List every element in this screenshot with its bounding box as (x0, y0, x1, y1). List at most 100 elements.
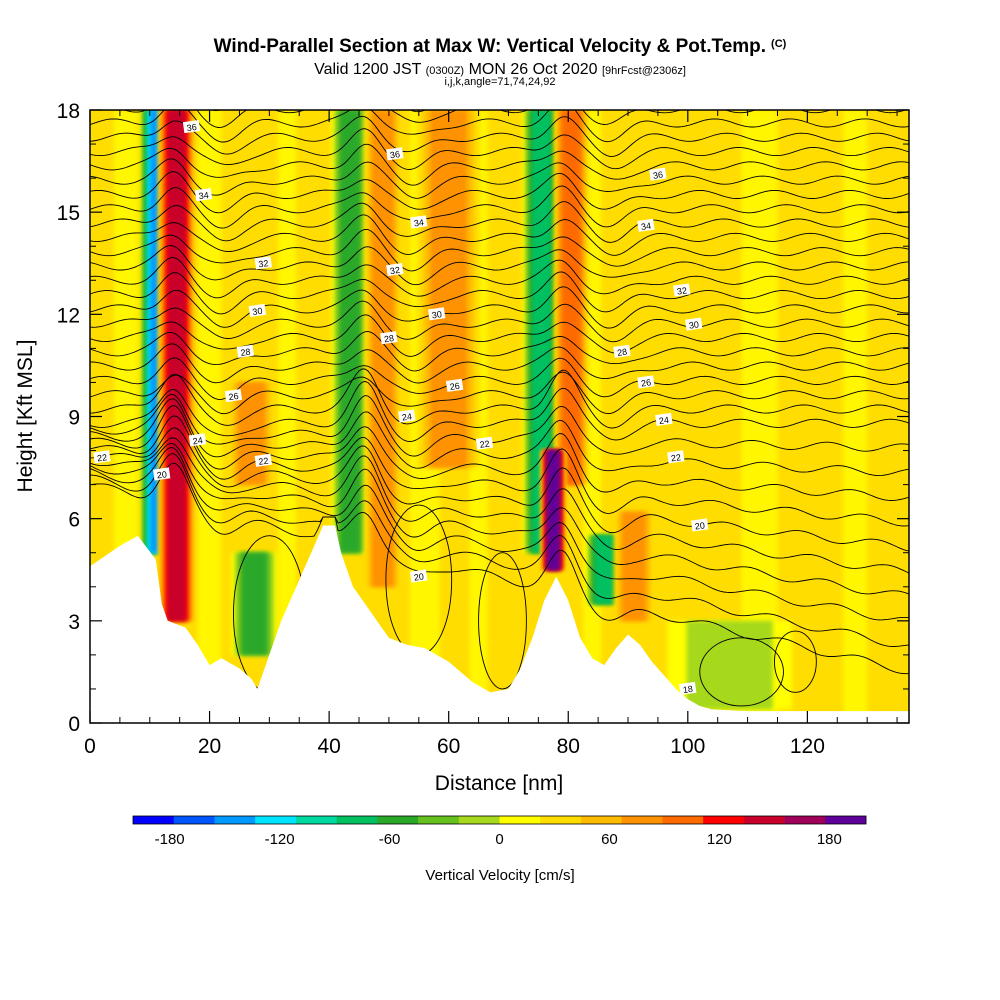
theta-isentrope (90, 380, 909, 443)
colorbar-tick-label: 120 (707, 831, 732, 848)
theta-isentrope (90, 271, 909, 315)
theta-contour-label: 20 (410, 569, 428, 583)
svg-text:28: 28 (616, 347, 627, 358)
svg-text:32: 32 (389, 265, 400, 276)
svg-text:36: 36 (389, 149, 400, 160)
terrain (90, 525, 909, 723)
svg-text:20: 20 (156, 469, 167, 480)
colorbar-tick-label: 180 (817, 831, 842, 848)
theta-contour-label: 22 (475, 436, 494, 450)
y-tick-label: 15 (57, 202, 80, 225)
theta-isentrope (90, 245, 909, 286)
svg-text:26: 26 (228, 391, 239, 402)
downdraft-core (241, 552, 267, 655)
theta-isentrope (90, 405, 909, 501)
x-tick-label: 80 (557, 735, 580, 758)
y-tick-label: 3 (68, 611, 80, 634)
colorbar-label: Vertical Velocity [cm/s] (425, 867, 574, 884)
theta-closed-contour (774, 630, 817, 693)
svg-text:32: 32 (676, 285, 687, 296)
svg-text:30: 30 (688, 319, 699, 330)
theta-isentrope (90, 214, 909, 256)
updraft-core (547, 450, 560, 570)
theta-contour-label: 36 (386, 147, 404, 160)
theta-contour-label: 30 (685, 317, 703, 331)
theta-contour-label: 34 (637, 218, 655, 232)
theta-contour-label: 36 (182, 119, 201, 133)
theta-contour-label: 28 (613, 344, 631, 358)
svg-text:22: 22 (479, 439, 490, 450)
theta-isentrope (90, 171, 909, 214)
chart-title: Wind-Parallel Section at Max W: Vertical… (213, 36, 787, 57)
svg-text:24: 24 (401, 411, 412, 422)
theta-contour-label: 30 (248, 303, 267, 317)
updraft-core (167, 110, 186, 621)
x-axis-label: Distance [nm] (435, 772, 563, 795)
colorbar-tick-label: -120 (265, 831, 295, 848)
colorbar-swatch (621, 816, 663, 824)
svg-text:34: 34 (198, 190, 209, 201)
theta-isentrope (90, 128, 909, 170)
theta-isentrope (90, 437, 909, 574)
x-tick-label: 100 (670, 735, 705, 758)
chart-subtitle: Valid 1200 JST (0300Z) MON 26 Oct 2020 [… (314, 61, 686, 78)
downdraft-core (686, 620, 773, 710)
theta-contour-label: 32 (386, 263, 404, 276)
theta-contour-label: 22 (93, 450, 111, 464)
svg-text:22: 22 (258, 456, 269, 467)
theta-contour-label: 20 (152, 467, 171, 481)
y-tick-label: 12 (57, 304, 80, 327)
theta-isentrope (90, 442, 909, 595)
contour-labels: 18 20 20 20 22 22 22 22 24 24 24 26 26 26 28 28 28 30 30 30… (93, 119, 709, 695)
svg-text:32: 32 (258, 258, 269, 269)
colorbar-swatch (825, 816, 867, 824)
colorbar-tick-label: 60 (601, 831, 618, 848)
x-tick-label: 120 (790, 735, 825, 758)
theta-isentrope (90, 415, 909, 527)
theta-isentrope (90, 453, 909, 647)
svg-text:34: 34 (640, 221, 651, 232)
theta-isentrope (90, 115, 909, 157)
svg-text:36: 36 (186, 122, 197, 133)
theta-isentrope (90, 371, 909, 415)
theta-isentrope (90, 228, 909, 272)
colorbar-swatch (255, 816, 297, 824)
colorbar-swatch (418, 816, 460, 824)
theta-contour-label: 24 (655, 412, 673, 426)
theta-isentrope (90, 286, 909, 329)
y-axis-label: Height [Kft MSL] (14, 340, 37, 493)
theta-contour-label: 24 (188, 433, 207, 446)
theta-contour-label: 28 (236, 344, 255, 358)
theta-closed-contour (699, 637, 784, 707)
colorbar-swatch (295, 816, 337, 824)
colorbar-swatch (377, 816, 419, 824)
y-tick-label: 6 (68, 509, 80, 532)
colorbar-swatch (173, 816, 215, 824)
colorbar-swatch (784, 816, 826, 824)
svg-text:18: 18 (682, 684, 693, 695)
colorbar-swatch (743, 816, 785, 824)
theta-contour-label: 22 (254, 453, 272, 467)
colorbar-swatch (580, 816, 622, 824)
x-tick-label: 0 (84, 735, 96, 758)
downdraft-core (340, 110, 361, 553)
svg-text:28: 28 (383, 333, 394, 344)
theta-isentrope (90, 201, 909, 243)
svg-text:20: 20 (694, 520, 705, 531)
x-tick-label: 60 (437, 735, 460, 758)
svg-text:22: 22 (670, 452, 681, 463)
terrain-mask (90, 525, 909, 723)
theta-contour-label: 34 (194, 188, 213, 201)
theta-isentrope (90, 398, 909, 477)
theta-contour-label: 26 (637, 375, 655, 389)
theta-isentrope (90, 314, 909, 357)
theta-isentrope (90, 447, 909, 621)
weak-downdraft-band (843, 110, 868, 723)
colorbar-tick-label: 0 (495, 831, 503, 848)
downdraft-core (531, 110, 551, 553)
colorbar-border (132, 815, 867, 825)
svg-text:28: 28 (240, 347, 251, 358)
theta-isentrope (210, 110, 427, 113)
y-tick-label: 0 (68, 713, 80, 736)
